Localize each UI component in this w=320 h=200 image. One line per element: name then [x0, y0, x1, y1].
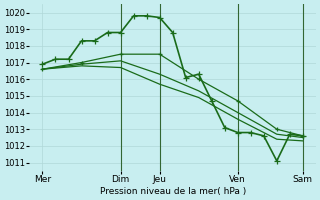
X-axis label: Pression niveau de la mer( hPa ): Pression niveau de la mer( hPa ) — [100, 187, 246, 196]
